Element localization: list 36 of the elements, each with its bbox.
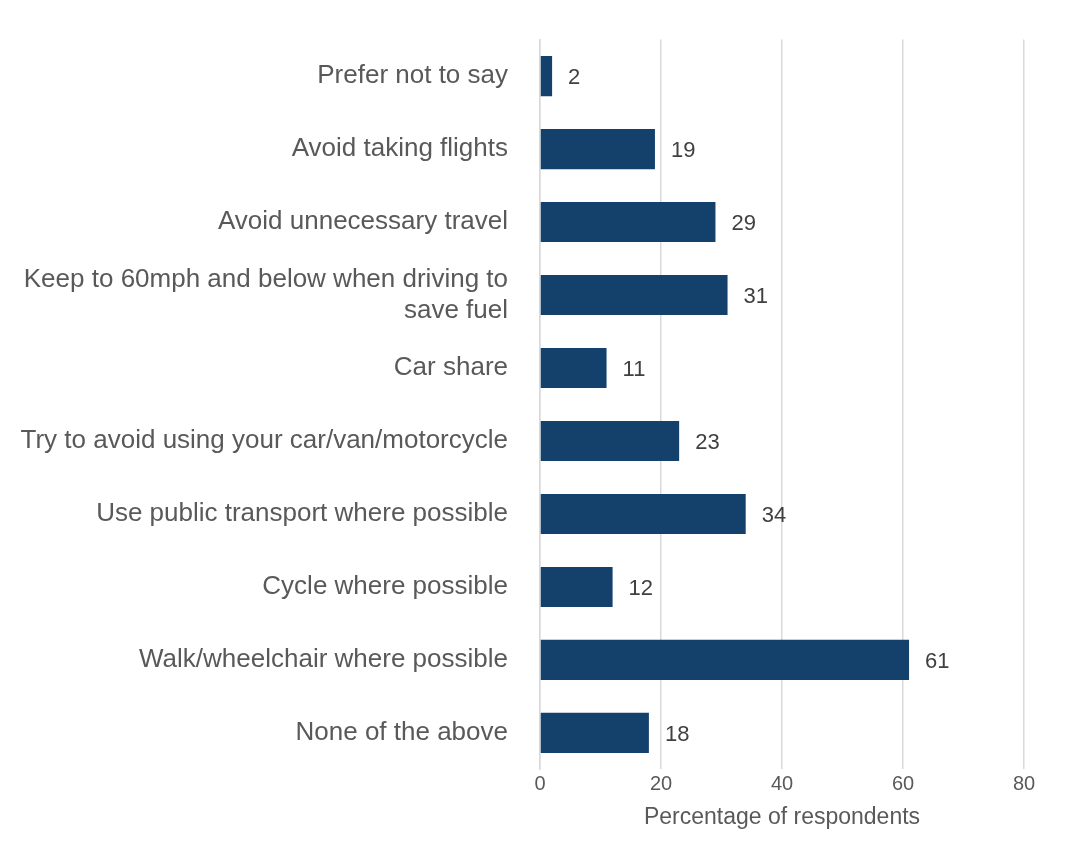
data-label: 23 xyxy=(695,429,720,455)
y-tick-label: Keep to 60mph and below when driving to save fuel xyxy=(23,262,508,324)
y-tick-label: Try to avoid using your car/van/motorcycle xyxy=(20,424,508,455)
x-tick-label: 80 xyxy=(1012,771,1036,794)
bar xyxy=(540,347,607,389)
y-tick-label: Avoid taking flights xyxy=(291,132,508,163)
data-label: 12 xyxy=(628,575,654,601)
y-tick-label: Walk/wheelchair where possible xyxy=(139,643,508,674)
bar xyxy=(540,129,655,170)
y-tick-label: Avoid unnecessary travel xyxy=(217,205,508,236)
bar xyxy=(540,274,728,316)
x-tick-label: 60 xyxy=(891,771,915,794)
x-axis-title: Percentage of respondents xyxy=(643,802,921,829)
bar xyxy=(540,566,613,608)
y-tick-label: Use public transport where possible xyxy=(96,497,508,528)
data-label: 61 xyxy=(925,647,950,673)
data-label: 19 xyxy=(670,137,696,163)
data-label: 18 xyxy=(664,720,690,746)
bar xyxy=(540,639,910,680)
bar xyxy=(540,420,680,462)
y-tick-label: None of the above xyxy=(295,716,508,747)
bar xyxy=(540,56,553,97)
data-label: 34 xyxy=(761,502,787,528)
data-label: 29 xyxy=(731,210,756,236)
y-tick-label: Cycle where possible xyxy=(262,570,508,601)
y-tick-label: Car share xyxy=(393,351,508,382)
bar xyxy=(540,493,746,535)
y-tick-label: Prefer not to say xyxy=(317,59,508,90)
bar xyxy=(540,712,649,753)
data-label: 2 xyxy=(568,64,581,90)
x-tick-label: 0 xyxy=(534,771,546,794)
data-label: 11 xyxy=(622,356,646,382)
x-tick-label: 40 xyxy=(770,771,794,794)
data-label: 31 xyxy=(743,283,769,309)
bar xyxy=(540,201,716,243)
x-tick-label: 20 xyxy=(649,771,673,794)
